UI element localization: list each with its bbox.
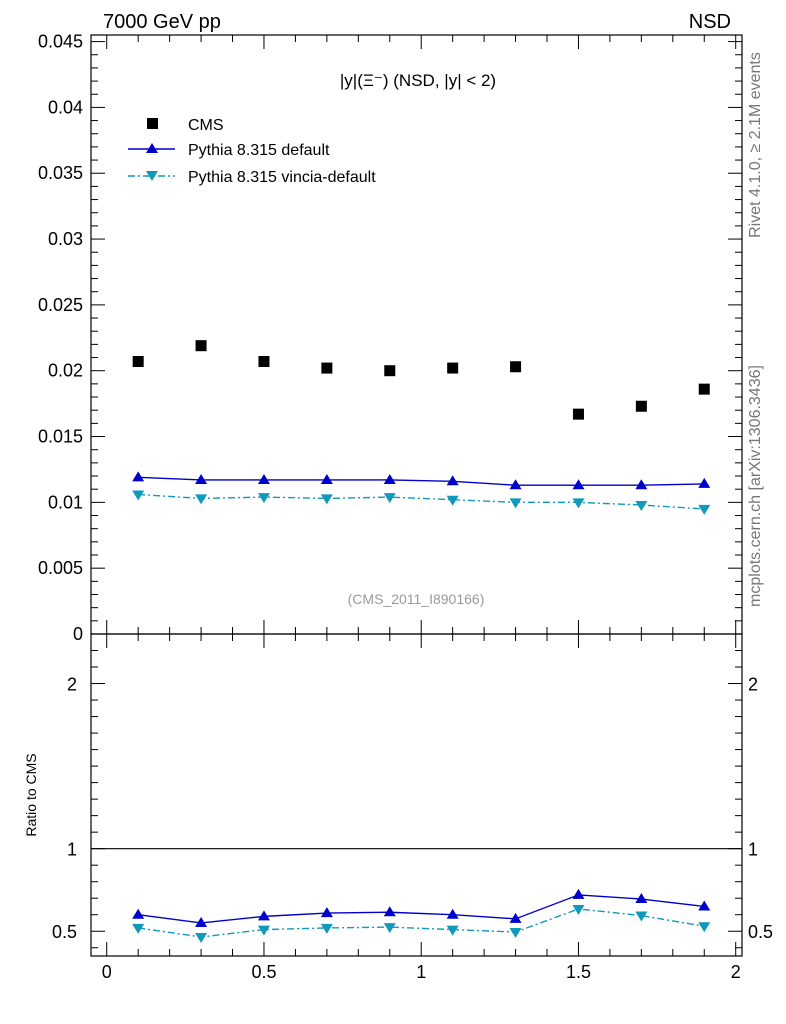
ratio-pythia-default-line <box>138 894 705 924</box>
ratio-x-axis: 0 0.5 1 1.5 2 <box>102 634 741 982</box>
ratio-series-layer <box>132 888 711 944</box>
main-y-tick-label: 0 <box>73 624 83 644</box>
legend-cms-label: CMS <box>188 117 224 134</box>
legend-default-marker <box>146 143 158 153</box>
ratio-pythia-vincia-point <box>320 923 333 934</box>
ratio-pythia-default-point <box>572 888 585 899</box>
main-y-tick-label: 0.035 <box>38 163 83 183</box>
ratio-pythia-vincia-point <box>635 911 648 922</box>
ratio-y-tick-label-right: 0.5 <box>748 922 773 942</box>
x-tick-label: 0.5 <box>251 962 276 982</box>
ratio-pythia-vincia-point <box>698 922 711 933</box>
legend-vincia-marker <box>146 171 158 181</box>
ratio-pythia-vincia-point <box>446 925 459 936</box>
main-pythia-vincia-point <box>195 494 208 505</box>
ratio-y-tick-label: 2 <box>67 675 77 695</box>
rivet-version-label: Rivet 4.1.0, ≥ 2.1M events <box>747 52 764 238</box>
x-tick-label: 1 <box>416 962 426 982</box>
ratio-panel-frame <box>90 633 743 957</box>
main-pythia-vincia-point <box>383 493 396 504</box>
main-pythia-vincia-point <box>572 498 585 509</box>
main-series-layer <box>132 340 711 515</box>
ratio-pythia-vincia-point <box>509 928 522 939</box>
ratio-y-axis: 0.5 0.5 1 1 2 2 <box>52 650 773 949</box>
ratio-y-tick-label: 1 <box>67 840 77 860</box>
main-pythia-default-point <box>509 479 522 490</box>
main-cms-data-point <box>447 362 459 374</box>
ratio-pythia-default-point <box>320 907 333 918</box>
ratio-pythia-default-point <box>446 908 459 919</box>
main-pythia-default-point <box>635 479 648 490</box>
main-cms-data-point <box>195 340 207 352</box>
main-pythia-vincia-point <box>635 500 648 511</box>
ratio-pythia-default-point <box>257 910 270 921</box>
main-y-tick-label: 0.015 <box>38 427 83 447</box>
main-pythia-default-point <box>383 473 396 484</box>
ratio-pythia-default-point <box>383 906 396 917</box>
main-y-tick-label: 0.03 <box>48 229 83 249</box>
ratio-pythia-default-point <box>195 916 208 927</box>
main-cms-data-point <box>510 361 522 373</box>
main-y-tick-label: 0.045 <box>38 32 83 52</box>
main-pythia-default-point <box>698 477 711 488</box>
main-y-tick-label: 0.005 <box>38 558 83 578</box>
main-y-tick-label: 0.04 <box>48 97 83 117</box>
ratio-pythia-default-point <box>635 893 648 904</box>
ratio-pythia-vincia-point <box>572 904 585 915</box>
ratio-pythia-default-point <box>509 912 522 923</box>
main-pythia-vincia-point <box>698 504 711 515</box>
ratio-pythia-default-point <box>132 908 145 919</box>
ratio-pythia-vincia-point <box>257 925 270 936</box>
main-cms-data-point <box>384 365 396 377</box>
main-pythia-vincia-point <box>320 494 333 505</box>
x-tick-label: 2 <box>731 962 741 982</box>
ratio-y-tick-label: 0.5 <box>52 922 77 942</box>
main-pythia-vincia-point <box>132 490 145 501</box>
main-cms-data-point <box>132 355 144 367</box>
main-pythia-default-point <box>320 473 333 484</box>
main-pythia-default-point <box>195 473 208 484</box>
header-process-label: NSD <box>689 11 731 33</box>
ratio-pythia-vincia-point <box>383 923 396 934</box>
ratio-pythia-vincia-point <box>195 933 208 944</box>
plot-title: |y|(Ξ⁻) (NSD, |y| < 2) <box>340 71 496 90</box>
main-pythia-default-point <box>132 471 145 482</box>
ratio-pythia-default-point <box>698 900 711 911</box>
main-cms-data-point <box>572 408 584 420</box>
main-pythia-vincia-point <box>446 495 459 506</box>
mcplots-source-label: mcplots.cern.ch [arXiv:1306.3436] <box>747 365 764 607</box>
main-pythia-default-point <box>572 479 585 490</box>
legend-default-label: Pythia 8.315 default <box>188 142 330 159</box>
main-pythia-default-point <box>257 473 270 484</box>
header-energy-label: 7000 GeV pp <box>103 11 221 33</box>
main-pythia-default-line <box>138 476 705 486</box>
main-x-ticks <box>106 35 737 634</box>
x-tick-label: 0 <box>102 962 112 982</box>
x-tick-label: 1.5 <box>566 962 591 982</box>
main-cms-data-point <box>698 383 710 395</box>
main-y-axis: 0 0.005 0.01 0.015 0.02 0.025 0.03 0.035 0.04 0.0… <box>38 32 742 644</box>
legend-cms-marker <box>147 118 158 129</box>
main-cms-data-point <box>635 400 647 412</box>
main-y-tick-label: 0.02 <box>48 361 83 381</box>
main-cms-data-point <box>321 362 333 374</box>
main-pythia-vincia-point <box>257 493 270 504</box>
main-pythia-vincia-line <box>138 493 705 510</box>
ratio-y-axis-label: Ratio to CMS <box>23 753 39 836</box>
main-panel: 0 0.005 0.01 0.015 0.02 0.025 0.03 0.035 0.04 0.0… <box>38 32 743 644</box>
ratio-pythia-vincia-point <box>132 923 145 934</box>
main-y-tick-label: 0.025 <box>38 295 83 315</box>
main-pythia-default-point <box>446 475 459 486</box>
legend: CMS Pythia 8.315 default Pythia 8.315 vi… <box>128 117 376 186</box>
ratio-y-tick-label-right: 1 <box>748 840 758 860</box>
main-pythia-vincia-point <box>509 498 522 509</box>
analysis-watermark: (CMS_2011_I890166) <box>348 591 485 607</box>
ratio-y-tick-label-right: 2 <box>748 675 758 695</box>
ratio-panel: 0.5 0.5 1 1 2 2 0 0.5 1 1.5 2 Ratio to CMS <box>23 633 773 982</box>
main-cms-data-point <box>258 355 270 367</box>
ratio-pythia-vincia-line <box>138 908 705 938</box>
legend-vincia-label: Pythia 8.315 vincia-default <box>188 169 376 186</box>
main-y-tick-label: 0.01 <box>48 492 83 512</box>
